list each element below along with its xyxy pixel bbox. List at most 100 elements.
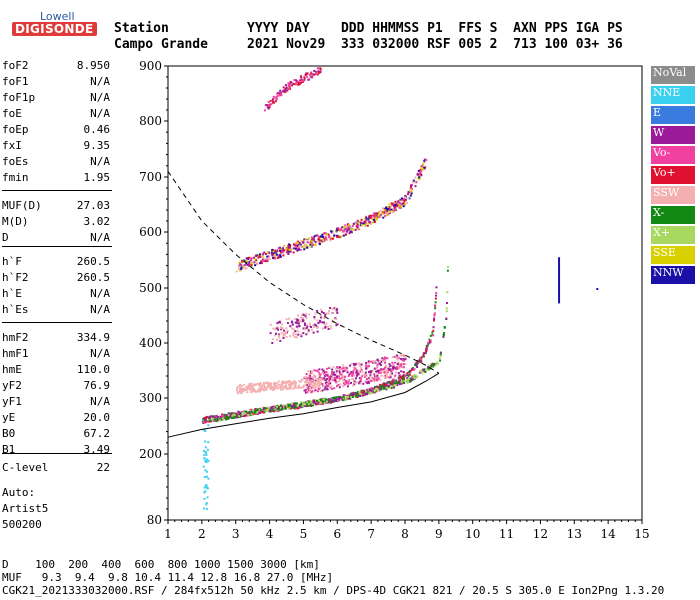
param-row: D N/A	[2, 230, 110, 246]
echo-point	[446, 269, 449, 272]
echo-point	[325, 312, 328, 315]
echo-point	[346, 381, 349, 384]
echo-point	[334, 400, 337, 403]
echo-point	[285, 381, 288, 383]
echo-point	[293, 382, 296, 385]
echo-point	[412, 179, 415, 182]
echo-point	[423, 370, 426, 373]
legend-item: NNW	[651, 266, 695, 284]
echo-point	[268, 106, 271, 109]
echo-point	[239, 387, 242, 390]
echo-point	[342, 364, 345, 367]
echo-point	[304, 243, 307, 246]
param-name: h`Es	[2, 303, 29, 316]
echo-point	[281, 408, 284, 411]
echo-point	[292, 247, 295, 250]
echo-point	[415, 362, 418, 365]
echo-point	[318, 384, 321, 387]
x-tick-label: 15	[634, 527, 649, 541]
echo-point	[391, 203, 394, 206]
echo-point	[241, 388, 244, 391]
echo-point	[398, 365, 401, 367]
echo-point	[408, 371, 411, 373]
echo-point	[308, 241, 311, 244]
echo-point	[365, 217, 368, 220]
echo-point	[344, 396, 347, 399]
echo-point	[365, 361, 368, 364]
echo-point	[260, 386, 263, 389]
echo-point	[442, 335, 445, 338]
echo-point	[399, 363, 402, 366]
echo-point	[382, 216, 385, 219]
echo-point	[261, 252, 264, 255]
echo-point	[328, 398, 330, 401]
echo-point	[355, 377, 357, 380]
echo-point	[257, 388, 260, 391]
echo-point	[360, 363, 363, 366]
param-name: yF1	[2, 395, 22, 408]
echo-point	[313, 317, 316, 320]
param-row: hmF2 334.9	[2, 330, 110, 346]
echo-point	[371, 378, 374, 381]
echo-point	[272, 327, 275, 330]
param-name: B1	[2, 443, 16, 456]
echo-point	[395, 371, 398, 374]
echo-point	[246, 263, 249, 266]
echo-point	[353, 374, 356, 377]
param-divider	[2, 190, 112, 191]
echo-point	[349, 393, 352, 396]
echo-point	[325, 384, 328, 387]
echo-point	[377, 214, 380, 217]
echo-point	[376, 374, 379, 377]
echo-point	[391, 368, 394, 371]
param-name: foF1	[2, 75, 29, 88]
echo-point	[270, 406, 273, 409]
echo-point	[256, 263, 259, 266]
echo-point	[237, 410, 240, 413]
echo-point	[373, 367, 376, 370]
echo-point	[253, 256, 256, 259]
echo-point	[410, 186, 412, 189]
echo-point	[322, 398, 325, 401]
param-name: foEs	[2, 155, 29, 168]
echo-point	[383, 384, 386, 387]
echo-point	[414, 376, 417, 379]
echo-point	[222, 414, 224, 417]
echo-point	[294, 407, 297, 410]
echo-point	[406, 379, 409, 382]
echo-point	[212, 417, 215, 420]
auto-label: Auto:	[2, 486, 36, 499]
echo-point	[434, 297, 437, 300]
echo-point	[316, 380, 319, 383]
echo-point	[232, 413, 235, 416]
echo-point	[315, 234, 318, 237]
echo-point	[369, 374, 372, 377]
echo-point	[258, 390, 261, 393]
echo-point	[352, 369, 355, 372]
param-name: h`F2	[2, 271, 29, 284]
echo-point	[313, 69, 316, 72]
echo-point	[299, 320, 302, 323]
echo-point	[422, 355, 425, 358]
echo-point	[307, 382, 310, 385]
echo-point	[279, 255, 282, 258]
echo-point	[393, 204, 395, 207]
echo-point	[286, 249, 289, 252]
echo-point	[342, 396, 344, 399]
echo-point	[347, 382, 350, 385]
echo-point	[356, 374, 358, 377]
echo-point	[213, 416, 216, 419]
param-value: 9.35	[83, 139, 111, 152]
echo-point	[369, 216, 372, 219]
echo-point	[261, 411, 264, 414]
echo-point	[327, 328, 330, 330]
echo-point	[267, 107, 270, 110]
echo-point	[325, 322, 328, 325]
param-name: hmE	[2, 363, 22, 376]
echo-point	[276, 92, 279, 95]
echo-point	[379, 364, 382, 366]
echo-point	[353, 362, 355, 365]
echo-point	[359, 382, 362, 385]
echo-point	[433, 312, 436, 315]
echo-point	[278, 321, 281, 324]
